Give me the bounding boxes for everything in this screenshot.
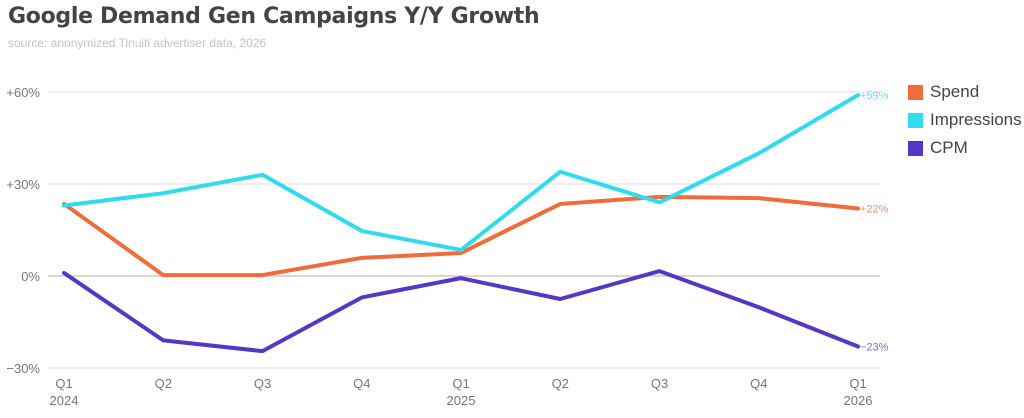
legend-item-spend[interactable]: Spend [908,78,1022,106]
x-tick-year-label: 2024 [50,393,79,408]
end-label-impressions: +59% [860,90,889,102]
y-tick-label: +60% [6,85,40,100]
legend-label: CPM [930,138,968,157]
x-tick-label: Q2 [552,376,569,391]
x-tick-label: Q3 [254,376,271,391]
chart-title: Google Demand Gen Campaigns Y/Y Growth [8,4,540,29]
x-tick-label: Q2 [155,376,172,391]
series-line-impressions [62,93,860,252]
end-label-cpm: −23% [860,342,889,354]
legend-item-impressions[interactable]: Impressions [908,106,1022,134]
x-tick-label: Q4 [750,376,767,391]
y-tick-label: −30% [6,361,40,376]
chart-subtitle: source: anonymized Tinuiti advertiser da… [8,36,267,50]
x-tick-label: Q1 [452,376,469,391]
x-tick-label: Q1 [55,376,72,391]
legend-label: Impressions [930,110,1022,129]
x-tick-label: Q4 [353,376,370,391]
legend-item-cpm[interactable]: CPM [908,134,1022,162]
y-tick-label: 0% [21,269,40,284]
legend-swatch-spend [908,84,923,100]
x-tick-year-label: 2025 [447,393,476,408]
series-line-cpm [62,269,860,354]
legend-label: Spend [930,82,980,101]
y-tick-label: +30% [6,177,40,192]
legend-swatch-cpm [908,140,923,156]
x-tick-label: Q1 [849,376,866,391]
x-tick-year-label: 2026 [844,393,873,408]
end-label-spend: +22% [860,204,889,216]
x-tick-label: Q3 [651,376,668,391]
legend: Spend Impressions CPM [908,78,1022,162]
series-line-spend [62,194,860,278]
legend-swatch-impressions [908,112,923,128]
